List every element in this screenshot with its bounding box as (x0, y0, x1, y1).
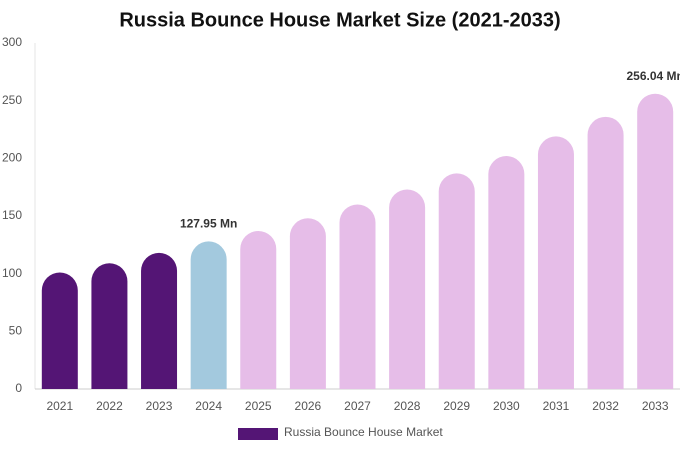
bar (637, 93, 674, 389)
y-tick-label: 250 (2, 93, 22, 107)
y-tick-label: 300 (2, 35, 22, 49)
bar (389, 189, 426, 389)
bar (438, 173, 475, 389)
chart-title: Russia Bounce House Market Size (2021-20… (119, 9, 560, 31)
y-tick-label: 150 (2, 208, 22, 222)
bar (240, 230, 277, 389)
x-tick-label: 2024 (195, 399, 222, 413)
x-tick-label: 2029 (443, 399, 470, 413)
y-tick-label: 50 (9, 324, 23, 338)
x-tick-label: 2028 (394, 399, 421, 413)
bar (91, 263, 128, 389)
y-tick-label: 100 (2, 266, 22, 280)
bar (190, 241, 227, 389)
y-tick-label: 200 (2, 151, 22, 165)
bar (587, 116, 624, 389)
legend-swatch (238, 428, 278, 440)
value-label: 127.95 Mn (180, 217, 237, 231)
x-tick-label: 2022 (96, 399, 123, 413)
x-tick-label: 2027 (344, 399, 371, 413)
bar (141, 252, 178, 389)
x-tick-label: 2021 (46, 399, 73, 413)
x-tick-label: 2026 (295, 399, 322, 413)
x-tick-label: 2033 (642, 399, 669, 413)
bar (537, 136, 574, 389)
legend-label: Russia Bounce House Market (284, 425, 443, 439)
value-label: 256.04 Mn (627, 69, 680, 83)
bar (339, 204, 376, 389)
bar (488, 156, 525, 389)
x-tick-label: 2032 (592, 399, 619, 413)
bar (41, 272, 78, 389)
x-tick-label: 2025 (245, 399, 272, 413)
y-tick-label: 0 (15, 381, 22, 395)
x-tick-label: 2031 (543, 399, 570, 413)
x-tick-label: 2023 (146, 399, 173, 413)
bar (289, 218, 326, 389)
x-tick-label: 2030 (493, 399, 520, 413)
